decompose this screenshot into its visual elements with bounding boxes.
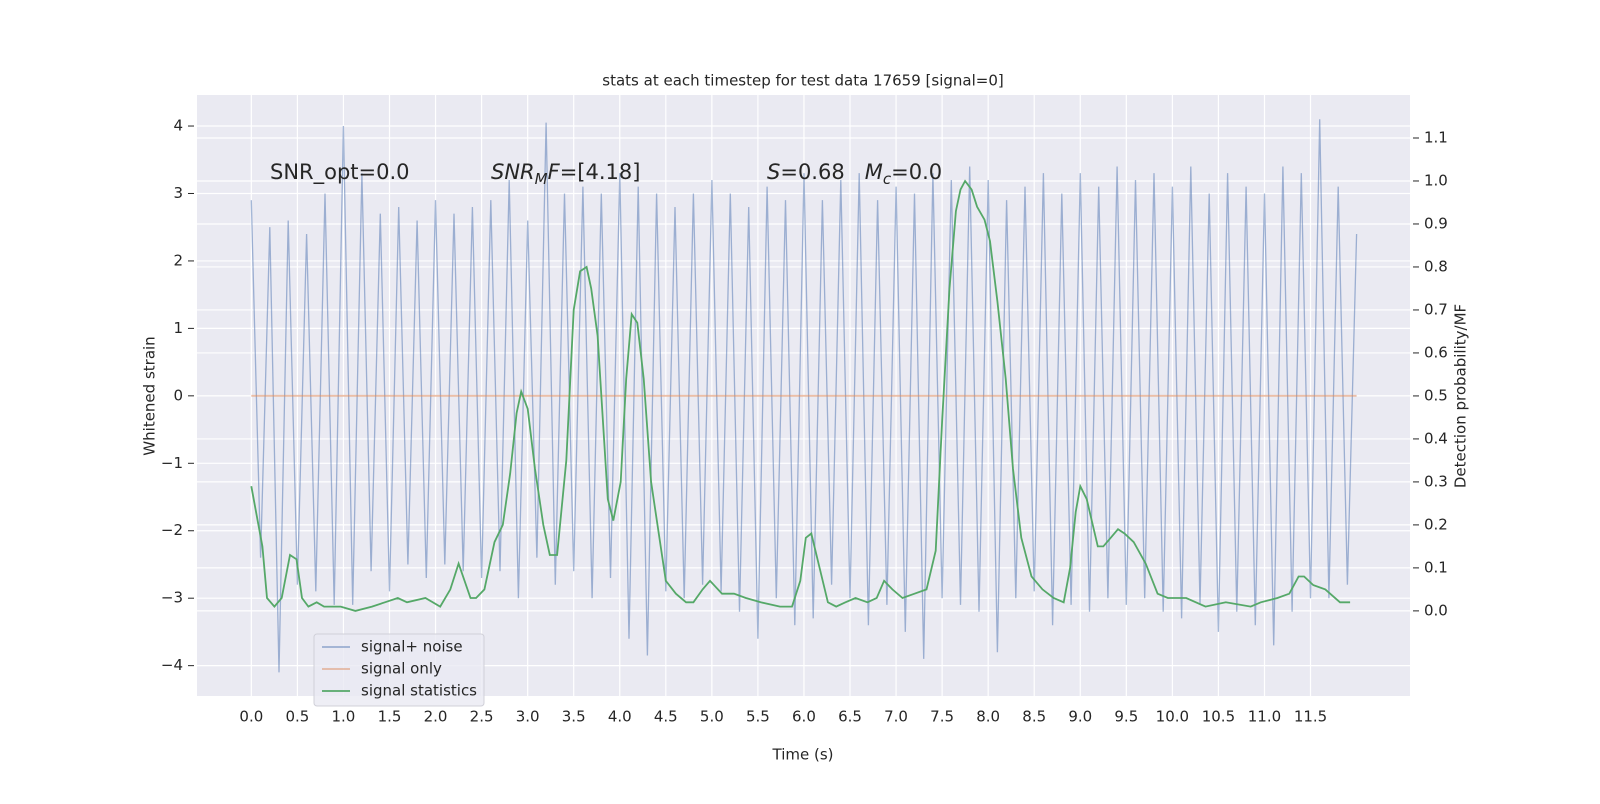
x-tick-label: 4.5 — [654, 708, 678, 726]
x-tick-label: 9.0 — [1068, 708, 1092, 726]
y-tick-label: −4 — [161, 656, 183, 674]
x-tick-label: 1.5 — [378, 708, 402, 726]
annotation-part: SNR — [491, 160, 535, 184]
y2-tick-label: 0.7 — [1424, 300, 1448, 318]
annotation-part: =0.0 — [891, 160, 942, 184]
annotation: SNR_opt=0.0 — [270, 160, 410, 185]
x-tick-label: 5.5 — [746, 708, 770, 726]
x-tick-label: 3.5 — [562, 708, 586, 726]
legend: signal+ noise signal only signal statistic… — [313, 633, 485, 707]
x-tick-label: 10.5 — [1202, 708, 1235, 726]
x-axis-label: Time (s) — [772, 746, 834, 764]
y2-tick-label: 1.0 — [1424, 171, 1448, 189]
x-tick-label: 8.0 — [976, 708, 1000, 726]
y-tick-label: −3 — [161, 589, 183, 607]
annotations: SNR_opt=0.0 SNRMF=[4.18] S=0.68 Mc=0.0 — [270, 160, 942, 188]
legend-label: signal+ noise — [361, 638, 463, 656]
y2-tick-label: 0.2 — [1424, 515, 1448, 533]
annotation: SNRMF=[4.18] — [491, 160, 640, 188]
x-tick-label: 6.0 — [792, 708, 816, 726]
y-tick-label: −2 — [161, 521, 183, 539]
annotation-part: SNR_opt=0.0 — [270, 160, 410, 185]
annotation-part: =[4.18] — [560, 160, 641, 184]
annotation-part: F — [548, 160, 561, 184]
x-tick-label: 0.0 — [239, 708, 263, 726]
marks — [250, 119, 1358, 673]
y2-tick-label: 0.9 — [1424, 214, 1448, 232]
x-tick-label: 6.5 — [838, 708, 862, 726]
x-tick-label: 8.5 — [1022, 708, 1046, 726]
x-tick-label: 11.0 — [1248, 708, 1281, 726]
y-axis-label: Whitened strain — [141, 336, 159, 455]
legend-box — [313, 633, 485, 707]
y2-tick-label: 0.6 — [1424, 343, 1448, 361]
annotation-part: M — [865, 160, 883, 184]
legend-label: signal only — [361, 660, 442, 678]
x-tick-label: 1.0 — [332, 708, 356, 726]
y2-tick-label: 0.3 — [1424, 472, 1448, 490]
annotation-part: c — [883, 170, 892, 188]
y-tick-label: 0 — [173, 386, 183, 404]
x-tick-label: 10.0 — [1156, 708, 1189, 726]
y2-axis-label: Detection probability/MF — [1452, 304, 1470, 488]
annotation-part: S — [767, 160, 780, 184]
series-line — [250, 179, 1351, 612]
y-tick-label: 1 — [173, 319, 183, 337]
x-tick-label: 2.5 — [470, 708, 494, 726]
legend-label: signal statistics — [361, 682, 477, 700]
y2-tick-label: 1.1 — [1424, 128, 1448, 146]
y2-tick-label: 0.0 — [1424, 601, 1448, 619]
y2-tick-label: 0.4 — [1424, 429, 1448, 447]
y-tick-label: −1 — [161, 454, 183, 472]
y2-tick-label: 0.1 — [1424, 558, 1448, 576]
y2-tick-label: 0.8 — [1424, 257, 1448, 275]
x-tick-label: 0.5 — [285, 708, 309, 726]
y-tick-label: 4 — [173, 117, 183, 135]
annotation-part: =0.68 — [780, 160, 864, 184]
x-tick-label: 2.0 — [424, 708, 448, 726]
annotation-part: M — [535, 170, 548, 188]
x-tick-label: 7.0 — [884, 708, 908, 726]
y2-tick-label: 0.5 — [1424, 386, 1448, 404]
x-tick-label: 11.5 — [1294, 708, 1327, 726]
annotation: S=0.68 Mc=0.0 — [767, 160, 942, 188]
chart-title: stats at each timestep for test data 176… — [602, 72, 1003, 90]
x-tick-label: 9.5 — [1114, 708, 1138, 726]
x-tick-label: 5.0 — [700, 708, 724, 726]
y-tick-label: 2 — [173, 251, 183, 269]
x-tick-label: 3.0 — [516, 708, 540, 726]
x-tick-label: 7.5 — [930, 708, 954, 726]
x-tick-label: 4.0 — [608, 708, 632, 726]
series-line — [250, 119, 1358, 673]
y-tick-label: 3 — [173, 184, 183, 202]
